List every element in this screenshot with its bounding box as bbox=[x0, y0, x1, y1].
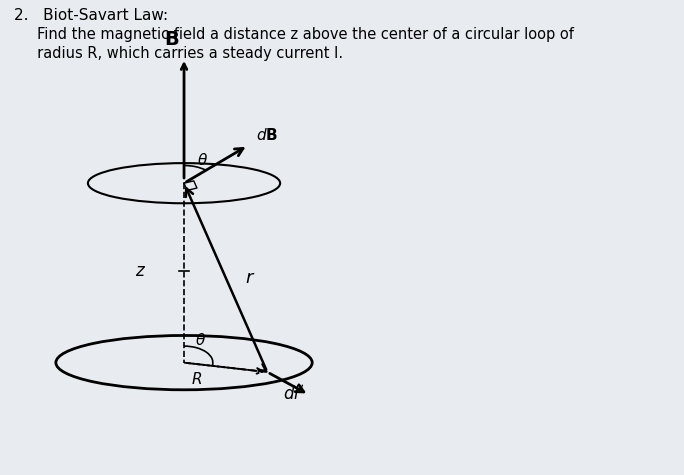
Text: $R$: $R$ bbox=[192, 370, 202, 387]
Text: $\theta$: $\theta$ bbox=[195, 332, 206, 349]
Text: $\theta$: $\theta$ bbox=[197, 152, 208, 168]
Text: $d\mathbf{B}$: $d\mathbf{B}$ bbox=[256, 127, 278, 143]
Text: radius R, which carries a steady current I.: radius R, which carries a steady current… bbox=[14, 46, 343, 61]
Text: $\mathit{r}$: $\mathit{r}$ bbox=[245, 269, 255, 286]
Text: Find the magnetic field a distance z above the center of a circular loop of: Find the magnetic field a distance z abo… bbox=[14, 28, 574, 42]
Text: $d\mathit{l}'$: $d\mathit{l}'$ bbox=[283, 385, 305, 404]
Text: $\mathbf{B}$: $\mathbf{B}$ bbox=[163, 29, 179, 48]
Text: $z$: $z$ bbox=[135, 262, 146, 280]
Text: 2.   Biot-Savart Law:: 2. Biot-Savart Law: bbox=[14, 9, 168, 23]
